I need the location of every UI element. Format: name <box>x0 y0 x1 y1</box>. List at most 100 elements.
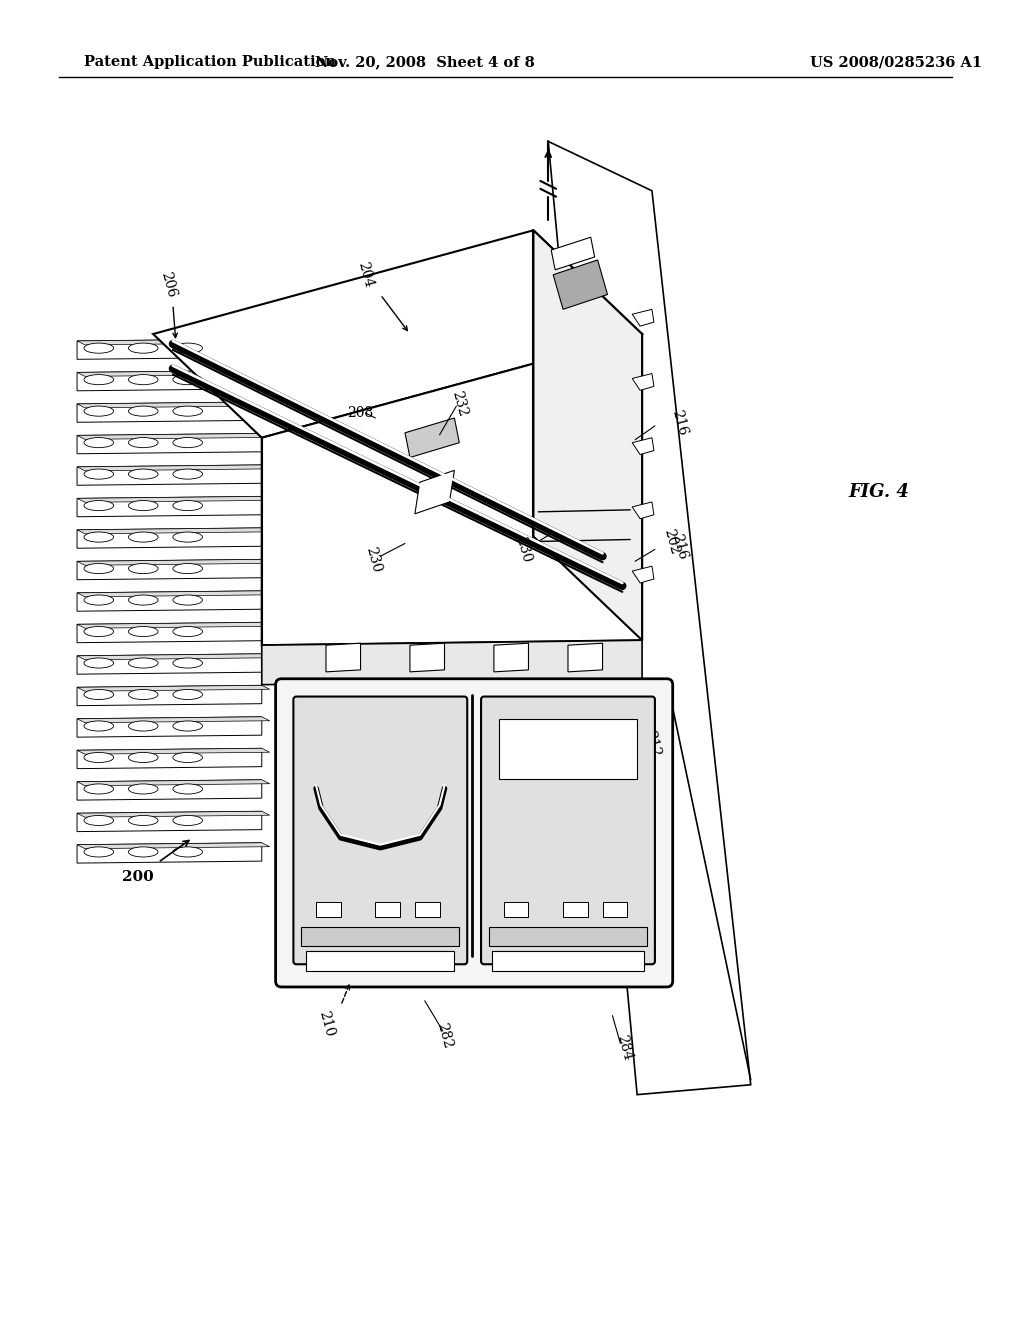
Text: 202: 202 <box>662 527 682 556</box>
Polygon shape <box>77 842 262 863</box>
Ellipse shape <box>84 689 114 700</box>
Text: 230: 230 <box>513 535 534 564</box>
Ellipse shape <box>128 532 158 543</box>
Ellipse shape <box>173 343 203 354</box>
Polygon shape <box>499 719 637 779</box>
Ellipse shape <box>84 627 114 636</box>
Polygon shape <box>77 339 262 359</box>
Polygon shape <box>77 685 262 706</box>
Polygon shape <box>632 502 654 519</box>
Text: 206: 206 <box>158 271 178 300</box>
Polygon shape <box>410 643 444 672</box>
Ellipse shape <box>84 816 114 825</box>
Polygon shape <box>632 566 654 583</box>
Ellipse shape <box>173 532 203 543</box>
Polygon shape <box>489 927 647 946</box>
Polygon shape <box>77 812 262 832</box>
Ellipse shape <box>128 375 158 384</box>
Polygon shape <box>77 433 262 454</box>
Ellipse shape <box>128 627 158 636</box>
Polygon shape <box>632 374 654 391</box>
Polygon shape <box>77 560 269 565</box>
Polygon shape <box>494 643 528 672</box>
Ellipse shape <box>84 407 114 416</box>
Bar <box>316 902 341 917</box>
Ellipse shape <box>84 437 114 447</box>
Polygon shape <box>553 260 607 309</box>
Text: 282: 282 <box>434 1020 455 1049</box>
Ellipse shape <box>173 784 203 795</box>
Polygon shape <box>77 528 262 548</box>
Text: FIG. 4: FIG. 4 <box>849 483 909 502</box>
Ellipse shape <box>173 564 203 574</box>
Ellipse shape <box>128 721 158 731</box>
Bar <box>376 902 400 917</box>
Polygon shape <box>77 653 262 675</box>
Ellipse shape <box>128 752 158 763</box>
Ellipse shape <box>84 564 114 574</box>
Ellipse shape <box>173 437 203 447</box>
Polygon shape <box>492 952 644 972</box>
Ellipse shape <box>128 816 158 825</box>
Polygon shape <box>77 465 262 486</box>
Ellipse shape <box>173 721 203 731</box>
Polygon shape <box>548 141 751 1094</box>
Text: 204: 204 <box>355 260 376 289</box>
Ellipse shape <box>128 784 158 795</box>
Ellipse shape <box>128 469 158 479</box>
Polygon shape <box>77 560 262 579</box>
Ellipse shape <box>173 627 203 636</box>
Polygon shape <box>77 401 269 408</box>
Ellipse shape <box>84 532 114 543</box>
Bar <box>563 902 588 917</box>
Ellipse shape <box>173 752 203 763</box>
Polygon shape <box>77 780 262 800</box>
Polygon shape <box>306 952 455 972</box>
Ellipse shape <box>128 500 158 511</box>
Text: Nov. 20, 2008  Sheet 4 of 8: Nov. 20, 2008 Sheet 4 of 8 <box>315 55 535 70</box>
Polygon shape <box>77 528 269 533</box>
Bar <box>415 902 439 917</box>
Text: 216: 216 <box>670 532 690 561</box>
Polygon shape <box>77 371 262 391</box>
Text: 208: 208 <box>347 407 374 420</box>
FancyBboxPatch shape <box>481 697 655 964</box>
Polygon shape <box>77 496 262 516</box>
Text: 200: 200 <box>123 870 155 884</box>
Polygon shape <box>77 717 262 737</box>
Polygon shape <box>77 748 269 754</box>
Ellipse shape <box>173 847 203 857</box>
Polygon shape <box>77 685 269 692</box>
Polygon shape <box>77 622 269 628</box>
Text: 284: 284 <box>614 1032 635 1061</box>
Ellipse shape <box>128 564 158 574</box>
Polygon shape <box>77 591 262 611</box>
Polygon shape <box>77 812 269 817</box>
Ellipse shape <box>84 847 114 857</box>
Text: 210: 210 <box>315 1008 336 1038</box>
Bar <box>504 902 528 917</box>
Polygon shape <box>415 470 455 513</box>
Polygon shape <box>326 643 360 672</box>
Text: 232: 232 <box>450 388 469 417</box>
Ellipse shape <box>128 847 158 857</box>
Polygon shape <box>262 334 642 645</box>
Polygon shape <box>301 927 460 946</box>
Text: 230: 230 <box>353 824 374 853</box>
Polygon shape <box>77 842 269 849</box>
FancyBboxPatch shape <box>294 697 467 964</box>
Ellipse shape <box>173 595 203 605</box>
Ellipse shape <box>84 752 114 763</box>
Bar <box>602 902 628 917</box>
Ellipse shape <box>128 595 158 605</box>
Text: Patent Application Publication: Patent Application Publication <box>84 55 336 70</box>
Ellipse shape <box>128 437 158 447</box>
Text: US 2008/0285236 A1: US 2008/0285236 A1 <box>810 55 982 70</box>
Ellipse shape <box>173 500 203 511</box>
Polygon shape <box>77 591 269 597</box>
Text: 216: 216 <box>670 408 690 437</box>
Ellipse shape <box>128 343 158 354</box>
Polygon shape <box>77 433 269 440</box>
Ellipse shape <box>173 689 203 700</box>
Ellipse shape <box>84 500 114 511</box>
